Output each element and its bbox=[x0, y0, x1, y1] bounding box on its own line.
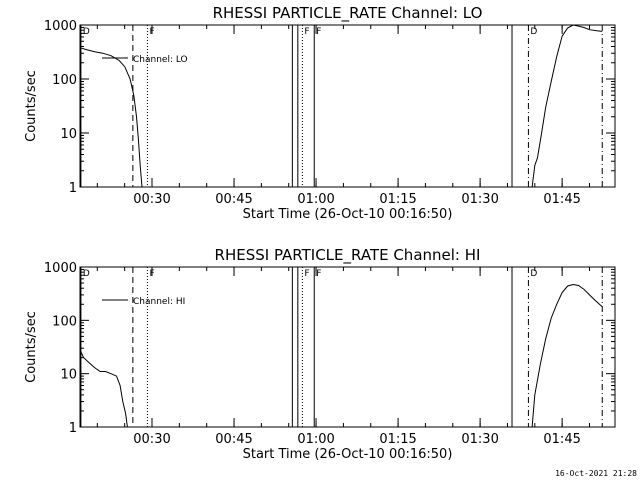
plot-frame bbox=[79, 24, 616, 188]
series-line bbox=[79, 24, 603, 188]
x-tick-label: 00:45 bbox=[215, 432, 252, 447]
y-tick-label: 1 bbox=[69, 421, 77, 436]
y-tick-label: 1 bbox=[69, 181, 77, 196]
x-tick-label: 01:15 bbox=[379, 192, 416, 207]
y-tick-label: 100 bbox=[52, 73, 77, 88]
event-marker-label: F bbox=[316, 27, 321, 37]
event-marker-label: F bbox=[304, 269, 309, 279]
y-axis-label: Counts/sec bbox=[24, 311, 39, 383]
x-tick-label: 00:30 bbox=[133, 432, 170, 447]
legend-entry: Channel: LO bbox=[133, 55, 188, 65]
footer-timestamp: 16-Oct-2021 21:28 bbox=[555, 469, 637, 478]
series-line bbox=[79, 283, 603, 428]
plot-frame bbox=[79, 266, 616, 428]
x-tick-label: 01:15 bbox=[379, 432, 416, 447]
legend-entry: Channel: HI bbox=[133, 297, 185, 307]
x-tick-label: 00:45 bbox=[215, 192, 252, 207]
x-axis-label: Start Time (26-Oct-10 00:16:50) bbox=[243, 447, 453, 462]
event-marker-label: D bbox=[83, 269, 90, 279]
x-tick-label: 01:30 bbox=[461, 432, 498, 447]
y-tick-label: 10 bbox=[60, 368, 77, 383]
event-marker-label: D bbox=[530, 27, 537, 37]
x-tick-label: 01:30 bbox=[461, 192, 498, 207]
event-marker-label: D bbox=[530, 269, 537, 279]
chart-title: RHESSI PARTICLE_RATE Channel: HI bbox=[215, 246, 481, 265]
x-tick-label: 01:45 bbox=[543, 432, 580, 447]
y-tick-label: 1000 bbox=[44, 261, 77, 276]
y-tick-label: 100 bbox=[52, 314, 77, 329]
x-axis-label: Start Time (26-Oct-10 00:16:50) bbox=[243, 207, 453, 222]
event-marker-label: F bbox=[149, 27, 154, 37]
x-tick-label: 01:00 bbox=[297, 192, 334, 207]
chart-title: RHESSI PARTICLE_RATE Channel: LO bbox=[213, 4, 483, 23]
event-marker-label: F bbox=[149, 269, 154, 279]
event-marker-label: D bbox=[83, 27, 90, 37]
y-tick-label: 10 bbox=[60, 127, 77, 142]
y-axis-label: Counts/sec bbox=[24, 70, 39, 142]
event-marker-label: F bbox=[316, 269, 321, 279]
x-tick-label: 00:30 bbox=[133, 192, 170, 207]
event-marker-label: F bbox=[304, 27, 309, 37]
y-tick-label: 1000 bbox=[44, 19, 77, 34]
x-tick-label: 01:45 bbox=[543, 192, 580, 207]
x-tick-label: 01:00 bbox=[297, 432, 334, 447]
